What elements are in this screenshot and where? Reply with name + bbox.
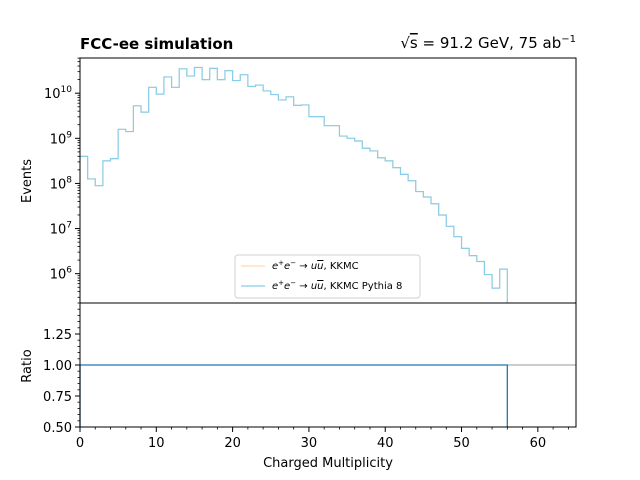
ratio-ticks: 0.50 0.75 1.00 1.25 0 10 20 30 40 50 60 (43, 302, 569, 451)
ratio-y-tick-label: 1.25 (43, 328, 72, 343)
x-axis-label: Charged Multiplicity (263, 456, 393, 471)
chart-title-left: FCC-ee simulation (80, 35, 233, 53)
ratio-y-tick-label: 0.50 (43, 421, 72, 436)
y-axis-label-ratio: Ratio (20, 349, 35, 382)
x-tick-label: 10 (148, 436, 165, 451)
top-y-tick-label: 106 (50, 266, 73, 283)
histogram-series (80, 66, 508, 303)
y-axis-label-events: Events (20, 159, 35, 203)
ratio-series-line (79, 364, 508, 427)
ratio-panel: 0.50 0.75 1.00 1.25 0 10 20 30 40 50 60 (43, 302, 577, 451)
x-tick-label: 60 (530, 436, 547, 451)
ratio-y-tick-label: 1.00 (43, 359, 72, 374)
chart-title-right: √s = 91.2 GeV, 75 ab−1 (400, 34, 576, 52)
legend-label-kkmc: e+e− → uu, KKMC (272, 259, 359, 272)
x-tick-label: 30 (301, 436, 318, 451)
x-tick-label: 0 (76, 436, 84, 451)
bottom-panel-frame (79, 302, 577, 428)
ratio-series (79, 364, 508, 427)
series-line-kkmc-pythia (80, 66, 508, 303)
legend: e+e− → uu, KKMC e+e− → uu, KKMC Pythia 8 (234, 254, 421, 299)
top-y-ticks: 106 107 108 109 1010 (44, 57, 80, 298)
legend-label-kkmc-pythia: e+e− → uu, KKMC Pythia 8 (272, 279, 402, 292)
ratio-y-tick-label: 0.75 (43, 390, 72, 405)
top-y-tick-label: 107 (50, 221, 72, 238)
top-y-tick-label: 1010 (44, 85, 72, 102)
top-y-tick-label: 109 (50, 130, 73, 147)
legend-box (234, 254, 421, 299)
main-histogram-panel: 106 107 108 109 1010 (44, 57, 577, 304)
top-y-tick-label: 108 (50, 175, 73, 192)
x-tick-label: 50 (453, 436, 470, 451)
x-tick-label: 40 (377, 436, 394, 451)
x-tick-label: 20 (224, 436, 241, 451)
